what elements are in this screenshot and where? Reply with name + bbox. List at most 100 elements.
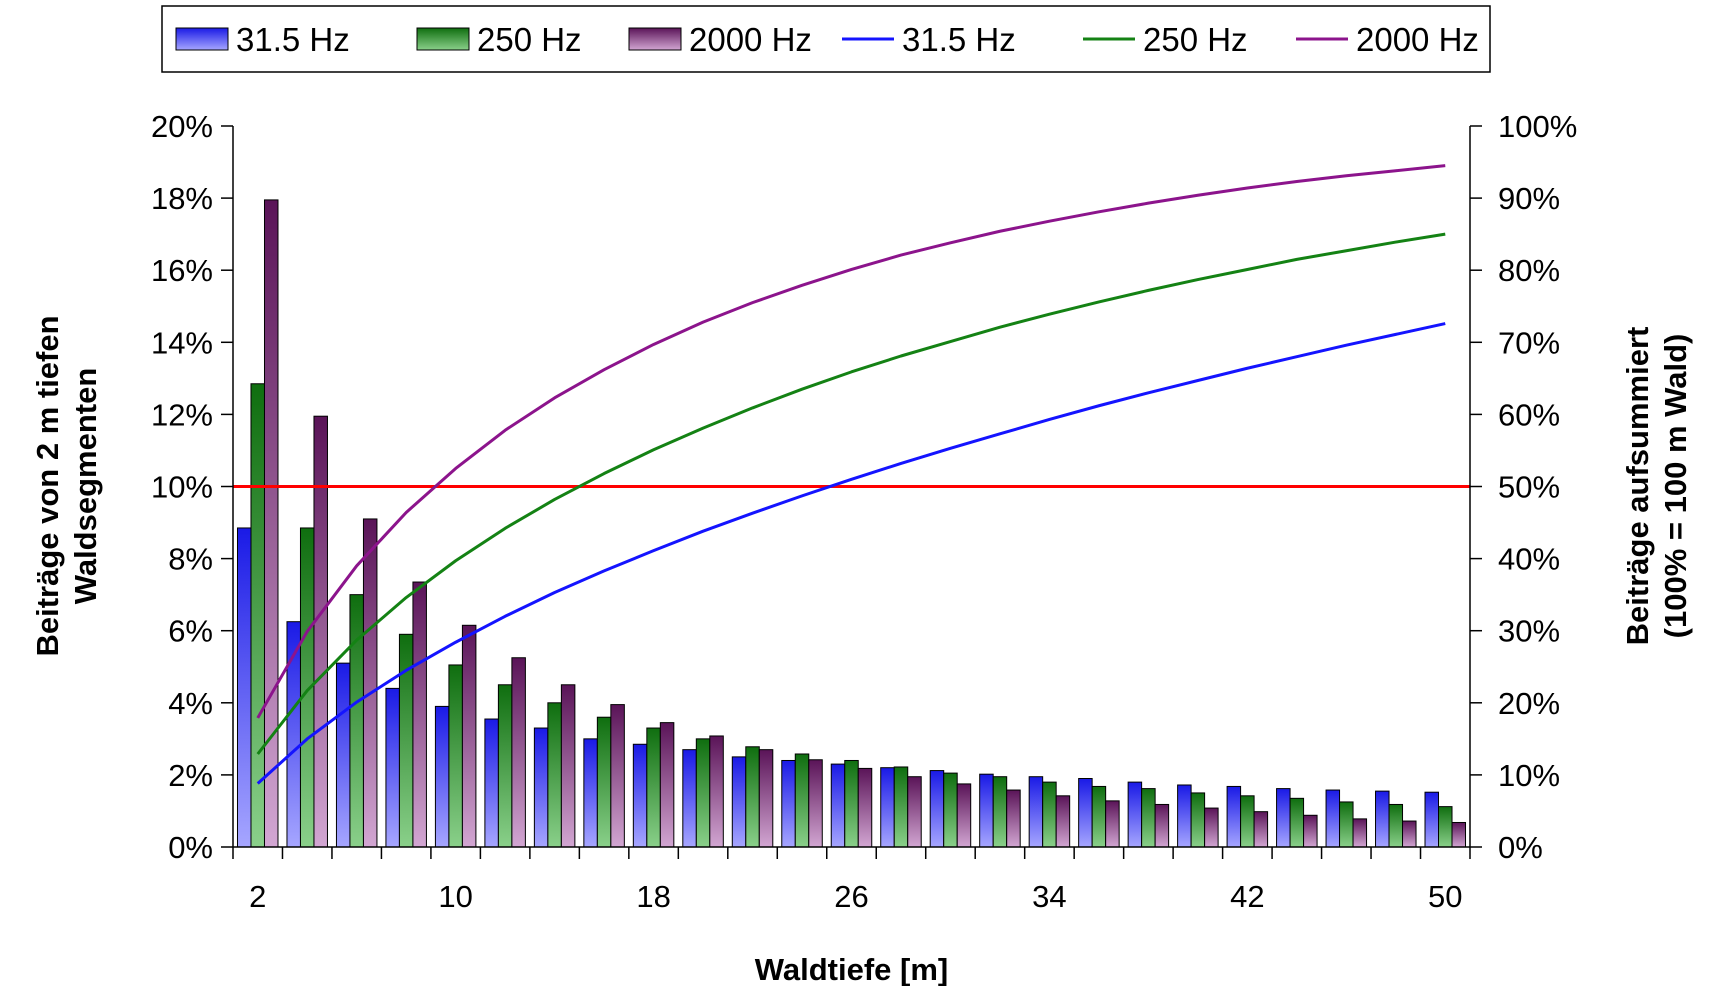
bar	[979, 773, 994, 848]
y-tick-label-left: 16%	[151, 253, 213, 288]
bar	[682, 749, 697, 848]
bar	[1177, 784, 1192, 848]
bar	[1154, 803, 1170, 848]
y-tick-label-right: 0%	[1498, 830, 1543, 865]
line-series	[256, 322, 1446, 785]
bar	[236, 527, 252, 848]
bar	[758, 749, 774, 848]
bar	[880, 767, 895, 848]
y-axis-title-left: Beiträge von 2 m tiefenWaldsegmenten	[30, 315, 103, 656]
y-tick-label-right: 20%	[1498, 686, 1560, 721]
bar	[1028, 776, 1044, 848]
bar	[1042, 781, 1057, 848]
bar	[731, 756, 747, 848]
bar	[1339, 801, 1354, 848]
bar	[362, 518, 378, 848]
y-tick-label-right: 50%	[1498, 470, 1560, 505]
bar	[385, 687, 400, 848]
bar	[1289, 797, 1305, 848]
x-tick-label: 10	[438, 879, 472, 914]
line-series	[256, 164, 1446, 719]
bar	[547, 702, 562, 848]
legend-label: 2000 Hz	[1356, 21, 1479, 58]
bar	[349, 594, 364, 848]
bar	[497, 684, 513, 848]
y-tick-label-left: 4%	[168, 686, 213, 721]
bar	[596, 716, 612, 848]
bar	[560, 684, 576, 848]
bar	[893, 766, 909, 848]
bars	[236, 199, 1467, 848]
bar	[511, 657, 526, 848]
x-tick-label: 42	[1230, 879, 1264, 914]
y-tick-label-left: 14%	[151, 325, 213, 360]
y-axis-title-right: Beiträge aufsummiert(100% = 100 m Wald)	[1620, 327, 1693, 646]
legend-swatch	[628, 27, 682, 51]
y-tick-label-right: 80%	[1498, 253, 1560, 288]
bar	[484, 718, 499, 848]
y-tick-label-left: 2%	[168, 758, 213, 793]
bar	[1253, 811, 1269, 848]
bar	[610, 704, 625, 848]
y-tick-label-left: 20%	[151, 109, 213, 144]
y-tick-label-left: 18%	[151, 181, 213, 216]
y-tick-label-right: 40%	[1498, 542, 1560, 577]
bar	[1055, 795, 1071, 848]
y-axis-title-left-line: Beiträge von 2 m tiefen	[30, 315, 65, 656]
bar	[1375, 790, 1390, 848]
bar	[448, 664, 463, 848]
bar	[830, 763, 846, 848]
bar	[412, 581, 427, 848]
y-axis-title-right-line: Beiträge aufsummiert	[1620, 327, 1655, 646]
bar	[808, 759, 823, 848]
bar	[695, 738, 711, 848]
y-tick-label-left: 6%	[168, 614, 213, 649]
y-tick-label-right: 70%	[1498, 325, 1560, 360]
bar	[1325, 789, 1341, 848]
bar	[709, 735, 724, 848]
bar	[857, 767, 873, 848]
bar	[533, 727, 549, 848]
axes: 0% 2% 4% 6% 8% 10% 12% 14% 16% 18% 20% 0% 10% 20% 30% 4…	[151, 109, 1577, 914]
x-tick-label: 50	[1428, 879, 1462, 914]
bar	[313, 415, 328, 848]
bar	[844, 759, 859, 848]
bar	[263, 199, 279, 848]
bar	[1438, 806, 1453, 848]
x-tick-label: 18	[636, 879, 670, 914]
bar	[745, 746, 760, 848]
bar	[794, 753, 810, 848]
bar	[1276, 788, 1291, 848]
bar	[1078, 778, 1093, 848]
x-tick-label: 34	[1032, 879, 1066, 914]
x-axis-title: Waldtiefe [m]	[755, 952, 948, 986]
bar	[1352, 818, 1368, 848]
y-tick-label-right: 90%	[1498, 181, 1560, 216]
bar	[1240, 795, 1255, 848]
bar	[1141, 788, 1156, 848]
bar	[1424, 791, 1440, 848]
y-tick-label-right: 60%	[1498, 397, 1560, 432]
y-tick-label-right: 100%	[1498, 109, 1577, 144]
bar	[1402, 820, 1417, 848]
bar	[956, 783, 972, 848]
bar	[1190, 792, 1206, 848]
x-tick-label: 2	[249, 879, 266, 914]
bar	[1451, 821, 1467, 848]
legend-label: 31.5 Hz	[236, 21, 350, 58]
bar	[461, 624, 477, 848]
legend-label: 31.5 Hz	[902, 21, 1016, 58]
bar	[659, 722, 675, 848]
y-axis-title-left-line: Waldsegmenten	[68, 368, 103, 605]
bar	[907, 776, 922, 848]
bar	[632, 743, 648, 848]
y-tick-label-left: 10%	[151, 470, 213, 505]
y-tick-label-left: 0%	[168, 830, 213, 865]
bar	[1303, 814, 1318, 848]
legend-label: 250 Hz	[477, 21, 582, 58]
bar	[1127, 781, 1143, 848]
bar	[1091, 785, 1107, 848]
bar	[943, 772, 958, 848]
bar	[434, 705, 450, 848]
